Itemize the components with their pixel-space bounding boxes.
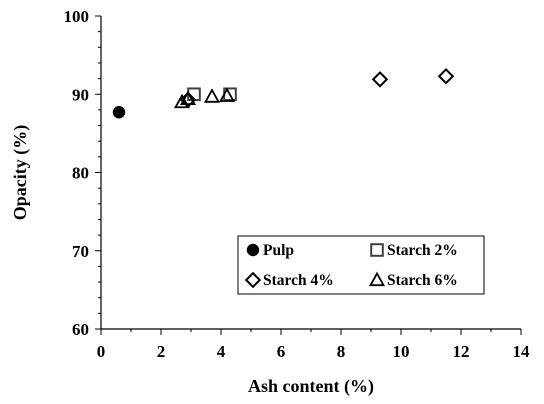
y-tick-label: 90 bbox=[72, 85, 89, 104]
x-tick-label: 12 bbox=[453, 342, 470, 361]
legend: Pulp Starch 2% Starch 4% Starch 6% bbox=[237, 235, 485, 295]
x-tick-label: 6 bbox=[277, 342, 286, 361]
x-tick-label: 2 bbox=[157, 342, 166, 361]
point-starch-6 bbox=[173, 93, 191, 109]
point-starch-6 bbox=[203, 88, 221, 103]
axes bbox=[95, 15, 522, 335]
legend-label-pulp: Pulp bbox=[263, 242, 294, 259]
y-tick-label: 60 bbox=[72, 320, 89, 339]
x-tick-label: 10 bbox=[393, 342, 410, 361]
y-tick-label: 70 bbox=[72, 242, 89, 261]
point-starch-4 bbox=[437, 68, 455, 85]
data-points bbox=[112, 68, 455, 119]
y-tick-label: 100 bbox=[64, 7, 90, 26]
legend-label-starch-2: Starch 2% bbox=[387, 242, 458, 259]
legend-label-starch-6: Starch 6% bbox=[387, 272, 458, 289]
x-tick-labels: 0 2 4 6 8 10 12 14 bbox=[97, 342, 530, 361]
x-axis-label: Ash content (%) bbox=[248, 376, 374, 397]
x-tick-label: 8 bbox=[337, 342, 346, 361]
y-tick-label: 80 bbox=[72, 164, 89, 183]
legend-label-starch-4: Starch 4% bbox=[263, 272, 334, 289]
x-tick-label: 0 bbox=[97, 342, 106, 361]
point-starch-6 bbox=[179, 90, 197, 106]
point-pulp bbox=[112, 106, 126, 119]
legend-box bbox=[237, 235, 485, 295]
legend-marker-starch-6 bbox=[368, 271, 386, 287]
legend-marker-starch-4 bbox=[244, 271, 262, 289]
y-tick-labels: 60 70 80 90 100 bbox=[64, 7, 90, 339]
x-tick-label: 14 bbox=[513, 342, 531, 361]
x-tick-label: 4 bbox=[217, 342, 226, 361]
legend-marker-pulp bbox=[246, 243, 260, 257]
point-starch-4 bbox=[371, 71, 389, 88]
point-starch-6 bbox=[218, 87, 236, 102]
y-axis-label: Opacity (%) bbox=[10, 125, 31, 220]
legend-marker-starch-2 bbox=[370, 243, 384, 257]
